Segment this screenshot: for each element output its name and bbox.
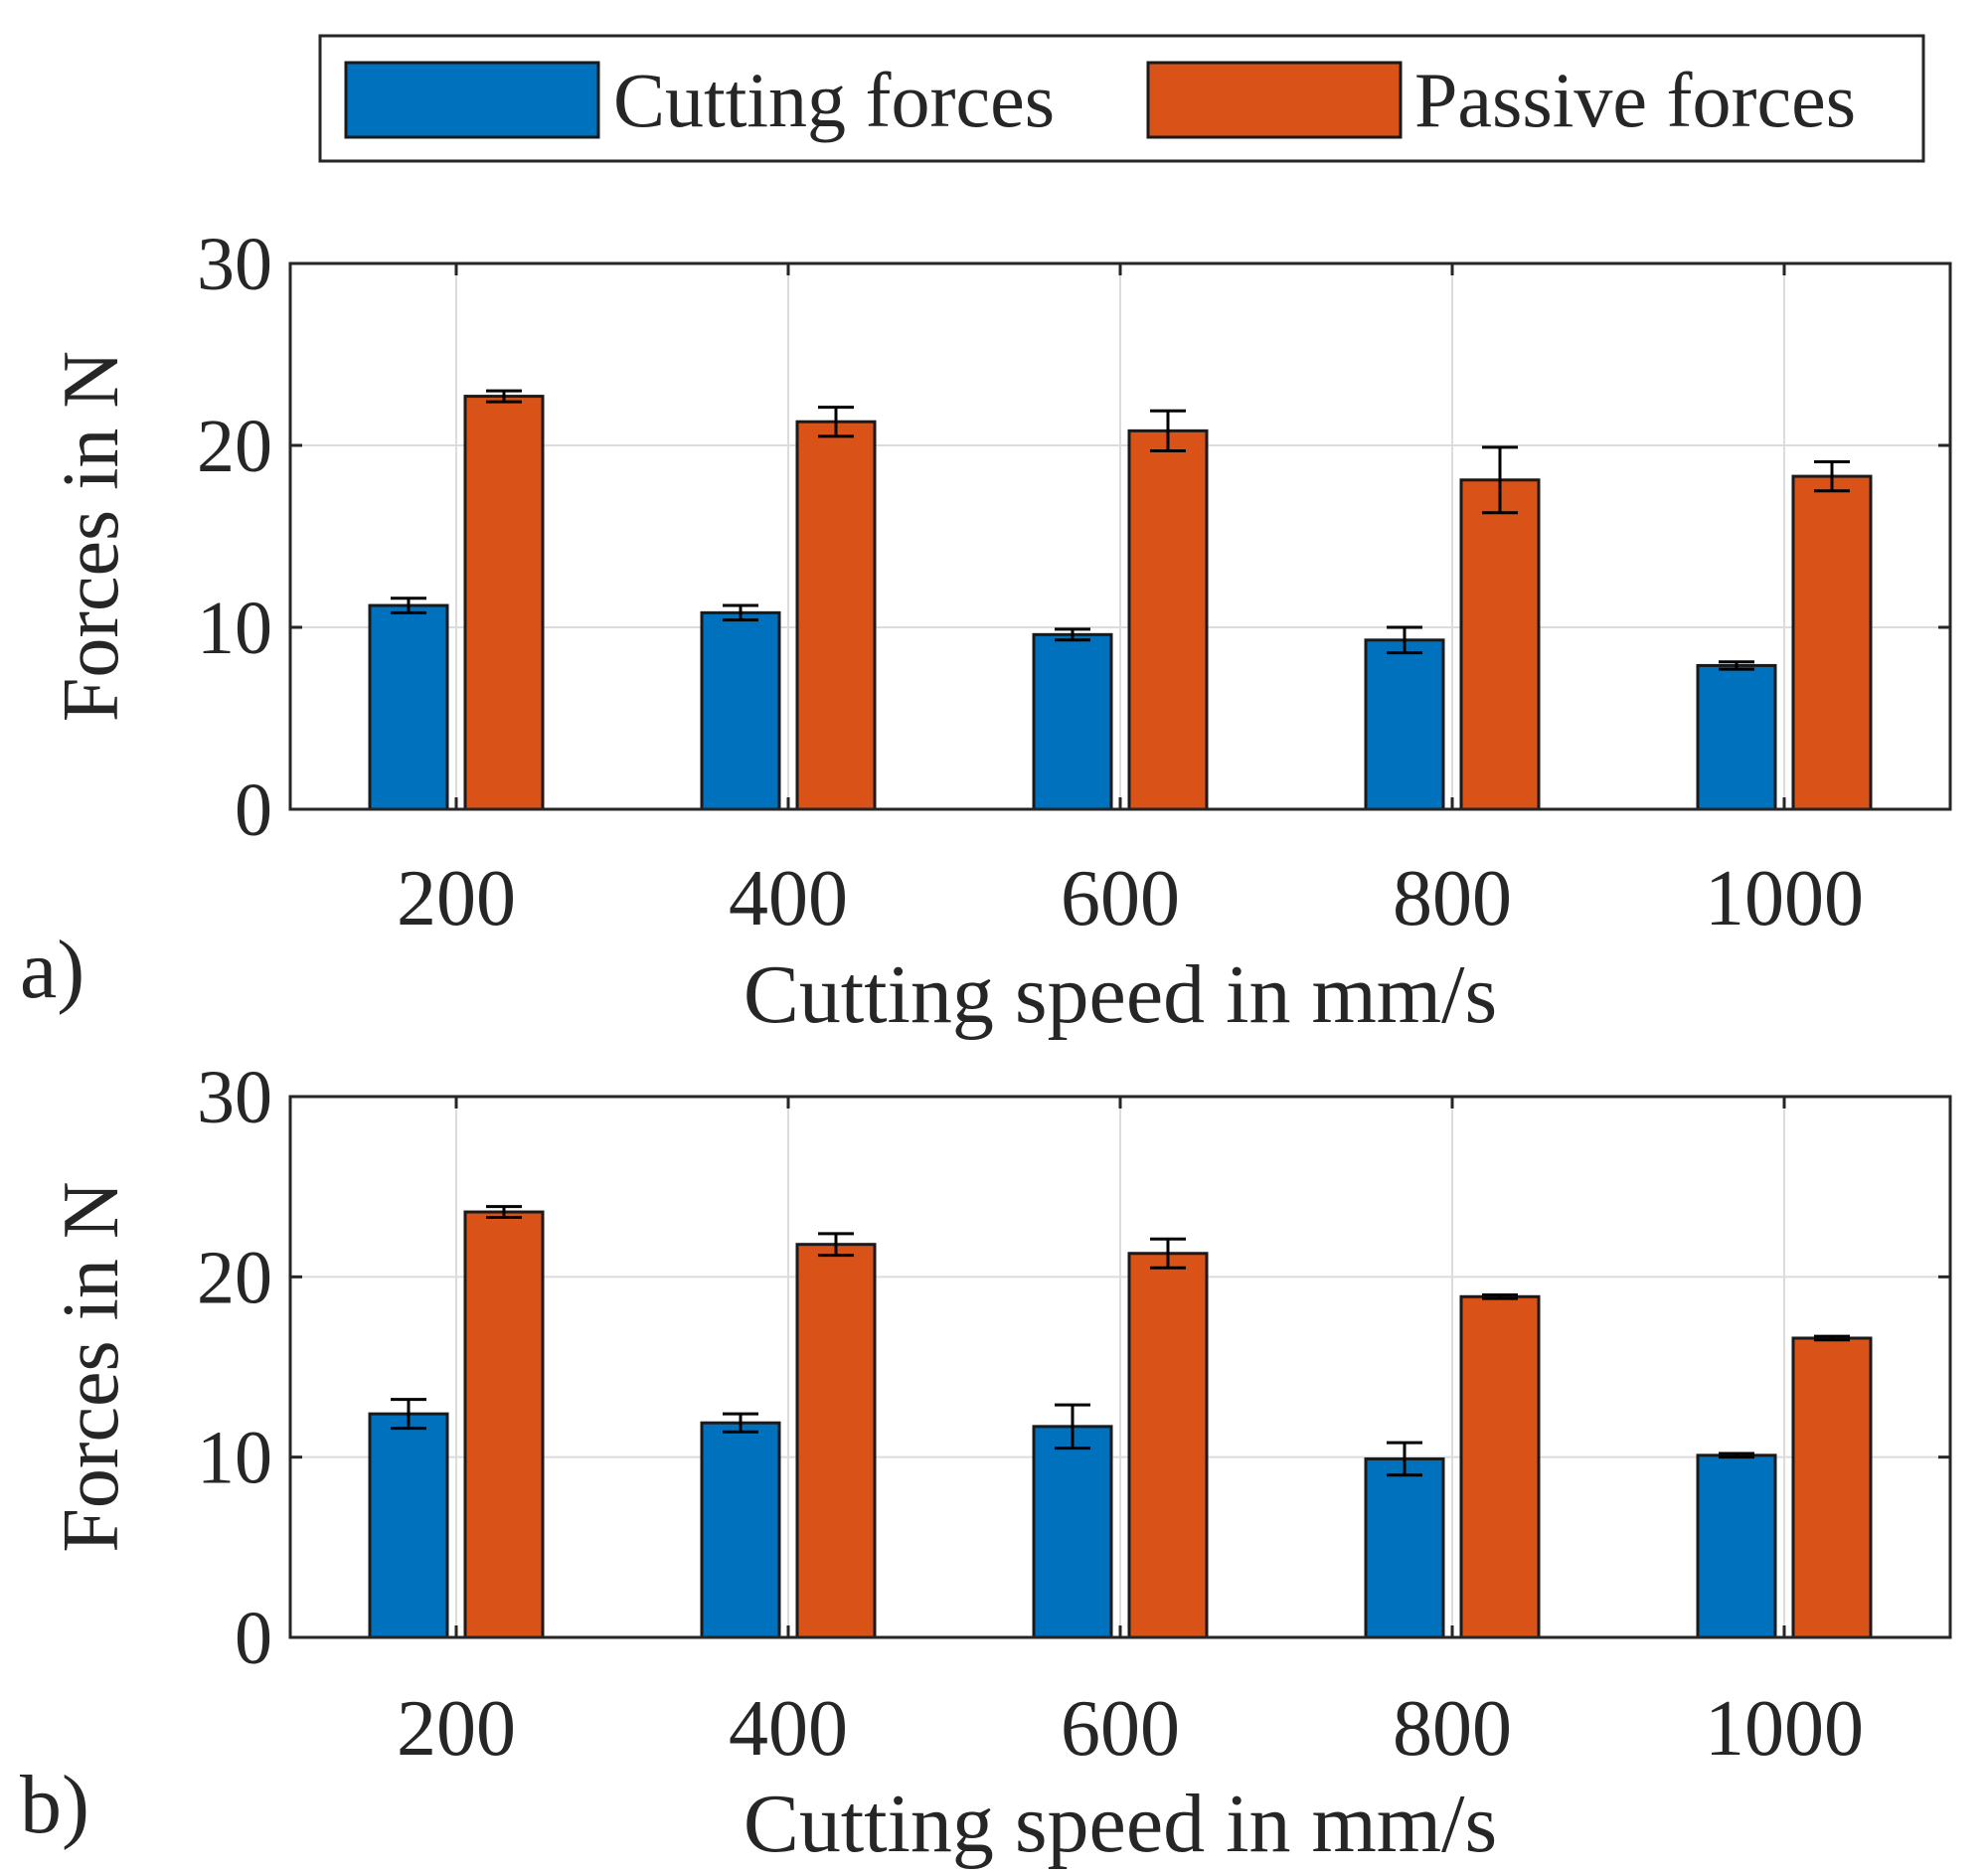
y-tick-label: 10 bbox=[197, 1417, 272, 1500]
x-tick-label: 1000 bbox=[1705, 855, 1864, 942]
y-axis-label: Forces in N bbox=[48, 1181, 135, 1552]
y-axis-label: Forces in N bbox=[48, 351, 135, 722]
y-tick-label: 0 bbox=[235, 1597, 272, 1680]
x-tick-label: 800 bbox=[1393, 855, 1512, 942]
error-bar-passive-200 bbox=[486, 1205, 522, 1219]
y-tick-label: 10 bbox=[197, 587, 272, 670]
bar-passive-600 bbox=[1127, 428, 1209, 811]
error-bar-passive-1000 bbox=[1814, 1334, 1850, 1342]
error-bar-cutting-200 bbox=[391, 597, 426, 614]
error-bar-cutting-1000 bbox=[1719, 1451, 1754, 1459]
legend-label-passive: Passive forces bbox=[1414, 57, 1856, 143]
y-tick-label: 20 bbox=[197, 1236, 272, 1319]
y-tick-label: 0 bbox=[235, 768, 272, 852]
bar-passive-200 bbox=[463, 395, 545, 811]
bar-cutting-800 bbox=[1364, 638, 1445, 811]
bar-passive-800 bbox=[1459, 1294, 1541, 1639]
bar-cutting-800 bbox=[1364, 1456, 1445, 1639]
legend-swatch-passive bbox=[1146, 61, 1403, 139]
x-tick-label: 1000 bbox=[1705, 1685, 1864, 1773]
legend: Cutting forces Passive forces bbox=[318, 34, 1925, 163]
error-bar-passive-200 bbox=[486, 389, 522, 404]
x-tick-label: 200 bbox=[397, 1685, 516, 1773]
error-bar-passive-600 bbox=[1150, 409, 1186, 452]
error-bar-passive-800 bbox=[1482, 445, 1518, 515]
x-axis-label: Cutting speed in mm/s bbox=[744, 948, 1497, 1041]
error-bar-cutting-600 bbox=[1055, 1403, 1090, 1450]
bar-passive-1000 bbox=[1791, 474, 1873, 811]
bar-cutting-200 bbox=[368, 1412, 449, 1639]
bar-passive-600 bbox=[1127, 1252, 1209, 1639]
legend-label-cutting: Cutting forces bbox=[613, 57, 1055, 143]
x-tick-label: 600 bbox=[1061, 855, 1180, 942]
y-tick-label: 30 bbox=[197, 223, 272, 306]
x-tick-label: 600 bbox=[1061, 1685, 1180, 1773]
x-tick-label: 800 bbox=[1393, 1685, 1512, 1773]
x-tick-label: 200 bbox=[397, 855, 516, 942]
error-bar-passive-400 bbox=[818, 1232, 854, 1258]
error-bar-passive-1000 bbox=[1814, 459, 1850, 493]
error-bar-cutting-400 bbox=[723, 1412, 758, 1434]
error-bar-cutting-800 bbox=[1387, 625, 1422, 655]
error-bar-cutting-400 bbox=[723, 603, 758, 622]
error-bar-cutting-200 bbox=[391, 1398, 426, 1431]
bar-passive-1000 bbox=[1791, 1336, 1873, 1639]
bar-cutting-1000 bbox=[1696, 663, 1777, 811]
error-bar-passive-600 bbox=[1150, 1237, 1186, 1270]
x-tick-label: 400 bbox=[729, 1685, 848, 1773]
error-bar-cutting-1000 bbox=[1719, 660, 1754, 671]
bar-passive-200 bbox=[463, 1210, 545, 1639]
panel-a: 0 10 20 30 200 400 600 800 1000 Forces in N Cuttin… bbox=[20, 223, 1952, 1041]
legend-swatch-cutting bbox=[344, 61, 600, 139]
panel-label-a: a) bbox=[20, 924, 84, 1016]
error-bar-passive-800 bbox=[1482, 1292, 1518, 1300]
panel-label-b: b) bbox=[20, 1759, 89, 1851]
bar-cutting-200 bbox=[368, 603, 449, 811]
bar-cutting-400 bbox=[700, 1421, 781, 1639]
bar-passive-800 bbox=[1459, 478, 1541, 811]
bar-cutting-600 bbox=[1032, 1425, 1113, 1639]
error-bar-cutting-600 bbox=[1055, 627, 1090, 642]
y-tick-label: 30 bbox=[197, 1056, 272, 1139]
bar-passive-400 bbox=[795, 1243, 877, 1639]
bar-cutting-600 bbox=[1032, 632, 1113, 811]
bar-cutting-400 bbox=[700, 610, 781, 811]
x-axis-label: Cutting speed in mm/s bbox=[744, 1778, 1497, 1870]
bar-cutting-1000 bbox=[1696, 1453, 1777, 1639]
x-tick-label: 400 bbox=[729, 855, 848, 942]
error-bar-cutting-800 bbox=[1387, 1441, 1422, 1477]
panel-b: 0 10 20 30 200 400 600 800 1000 Forces in N Cuttin… bbox=[20, 1056, 1952, 1870]
y-tick-label: 20 bbox=[197, 405, 272, 488]
bar-passive-400 bbox=[795, 420, 877, 811]
error-bar-passive-400 bbox=[818, 406, 854, 438]
